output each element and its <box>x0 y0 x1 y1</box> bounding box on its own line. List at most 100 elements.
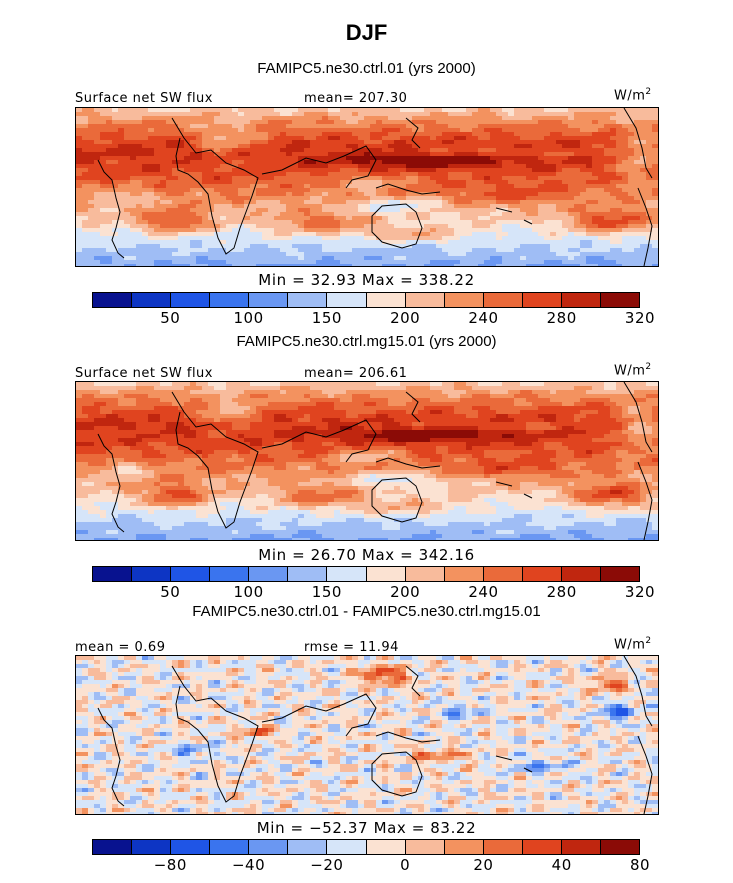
coastline <box>97 707 125 807</box>
panel-2-colorbar-ticks: 50 100 150 200 240 280 320 <box>92 583 654 603</box>
colorbar-swatch <box>366 840 406 854</box>
colorbar-swatch <box>132 567 172 581</box>
coastline <box>637 187 653 266</box>
coastline <box>375 183 441 195</box>
colorbar-swatch <box>561 840 602 854</box>
colorbar-tick-label: 150 <box>311 583 342 601</box>
colorbar-tick-label: −20 <box>310 856 344 874</box>
colorbar-swatch <box>483 567 523 581</box>
panel-3-minmax: Min = −52.37 Max = 83.22 <box>256 819 477 837</box>
colorbar-swatch <box>601 567 640 581</box>
colorbar-swatch <box>405 567 445 581</box>
coastline <box>97 433 125 533</box>
panel-2-units: W/m2 <box>614 362 652 378</box>
panel-2-map <box>75 381 659 541</box>
panel-3-rmse-label: rmse = 11.94 <box>304 640 399 655</box>
colorbar-tick-label: 240 <box>468 583 499 601</box>
colorbar-swatch <box>288 293 328 307</box>
colorbar-swatch <box>522 567 562 581</box>
colorbar-swatch <box>366 567 406 581</box>
colorbar-tick-label: 200 <box>390 309 421 327</box>
coastline <box>371 203 423 249</box>
panel-1-variable-label: Surface net SW flux <box>75 91 213 106</box>
panel-1-colorbar-ticks: 50 100 150 200 240 280 320 <box>92 309 654 329</box>
colorbar-swatch <box>366 293 406 307</box>
colorbar-swatch <box>132 293 172 307</box>
colorbar-tick-label: 40 <box>551 856 572 874</box>
colorbar-swatch <box>444 840 484 854</box>
colorbar-swatch <box>249 567 289 581</box>
colorbar-tick-label: 100 <box>233 583 264 601</box>
colorbar-swatch <box>93 567 133 581</box>
panel-1-mean-label: mean= 207.30 <box>304 91 408 106</box>
colorbar-tick-label: −40 <box>231 856 266 874</box>
panel-2-colorbar <box>92 566 640 582</box>
coastline <box>405 391 421 423</box>
colorbar-tick-label: 20 <box>473 856 494 874</box>
colorbar-swatch <box>561 567 602 581</box>
colorbar-tick-label: 0 <box>400 856 411 874</box>
coastline <box>637 461 653 540</box>
colorbar-swatch <box>483 840 523 854</box>
colorbar-swatch <box>405 840 445 854</box>
colorbar-tick-label: 100 <box>233 309 264 327</box>
colorbar-swatch <box>601 293 640 307</box>
coastline <box>97 159 125 259</box>
colorbar-swatch <box>171 567 211 581</box>
panel-2-units-text: W/m <box>614 363 646 379</box>
colorbar-swatch <box>171 840 211 854</box>
colorbar-swatch <box>288 567 328 581</box>
panel-3-colorbar-ticks: −80 −40 −20 0 20 40 80 <box>92 856 650 876</box>
panel-3-colorbar <box>92 839 640 855</box>
coastline <box>405 117 421 149</box>
colorbar-swatch <box>249 293 289 307</box>
panel-3-case-title: FAMIPC5.ne30.ctrl.01 - FAMIPC5.ne30.ctrl… <box>192 603 541 620</box>
colorbar-tick-label: 50 <box>160 309 181 327</box>
panel-3-map <box>75 655 659 815</box>
colorbar-tick-label: 280 <box>546 309 577 327</box>
coastline <box>623 382 653 453</box>
colorbar-swatch <box>210 567 250 581</box>
colorbar-swatch <box>171 293 211 307</box>
coastline <box>371 751 423 797</box>
colorbar-swatch <box>132 840 172 854</box>
colorbar-swatch <box>444 567 484 581</box>
coastline <box>495 207 533 225</box>
colorbar-tick-label: 320 <box>624 309 656 327</box>
coastline <box>637 735 653 814</box>
coastline <box>495 755 533 773</box>
coastline <box>261 145 377 189</box>
coastline <box>261 419 377 463</box>
colorbar-swatch <box>288 840 328 854</box>
panel-3-map-svg <box>76 656 658 814</box>
panel-2-case-title: FAMIPC5.ne30.ctrl.mg15.01 (yrs 2000) <box>236 333 497 350</box>
coastline <box>171 391 259 529</box>
colorbar-swatch <box>93 840 133 854</box>
panel-3-units: W/m2 <box>614 636 652 652</box>
panel-2-mean-label: mean= 206.61 <box>304 366 408 381</box>
coastline <box>171 117 259 255</box>
coastline <box>405 665 421 697</box>
coastline <box>495 481 533 499</box>
panel-1-case-title: FAMIPC5.ne30.ctrl.01 (yrs 2000) <box>257 60 476 77</box>
figure-title: DJF <box>345 20 388 45</box>
panel-2-units-exponent: 2 <box>645 362 652 372</box>
panel-1-map <box>75 107 659 267</box>
coastline <box>623 108 653 179</box>
colorbar-swatch <box>210 293 250 307</box>
panel-1-colorbar <box>92 292 640 308</box>
coastline <box>261 693 377 737</box>
colorbar-swatch <box>93 293 133 307</box>
colorbar-swatch <box>405 293 445 307</box>
panel-2-minmax: Min = 26.70 Max = 342.16 <box>258 546 475 564</box>
colorbar-swatch <box>327 840 367 854</box>
panel-1-units: W/m2 <box>614 87 652 103</box>
colorbar-swatch <box>601 840 640 854</box>
colorbar-tick-label: 240 <box>468 309 499 327</box>
coastline <box>375 457 441 469</box>
panel-1-minmax: Min = 32.93 Max = 338.22 <box>258 271 475 289</box>
panel-1-units-text: W/m <box>614 88 646 104</box>
colorbar-swatch <box>210 840 250 854</box>
colorbar-swatch <box>522 840 562 854</box>
panel-3-mean-label: mean = 0.69 <box>75 640 166 655</box>
